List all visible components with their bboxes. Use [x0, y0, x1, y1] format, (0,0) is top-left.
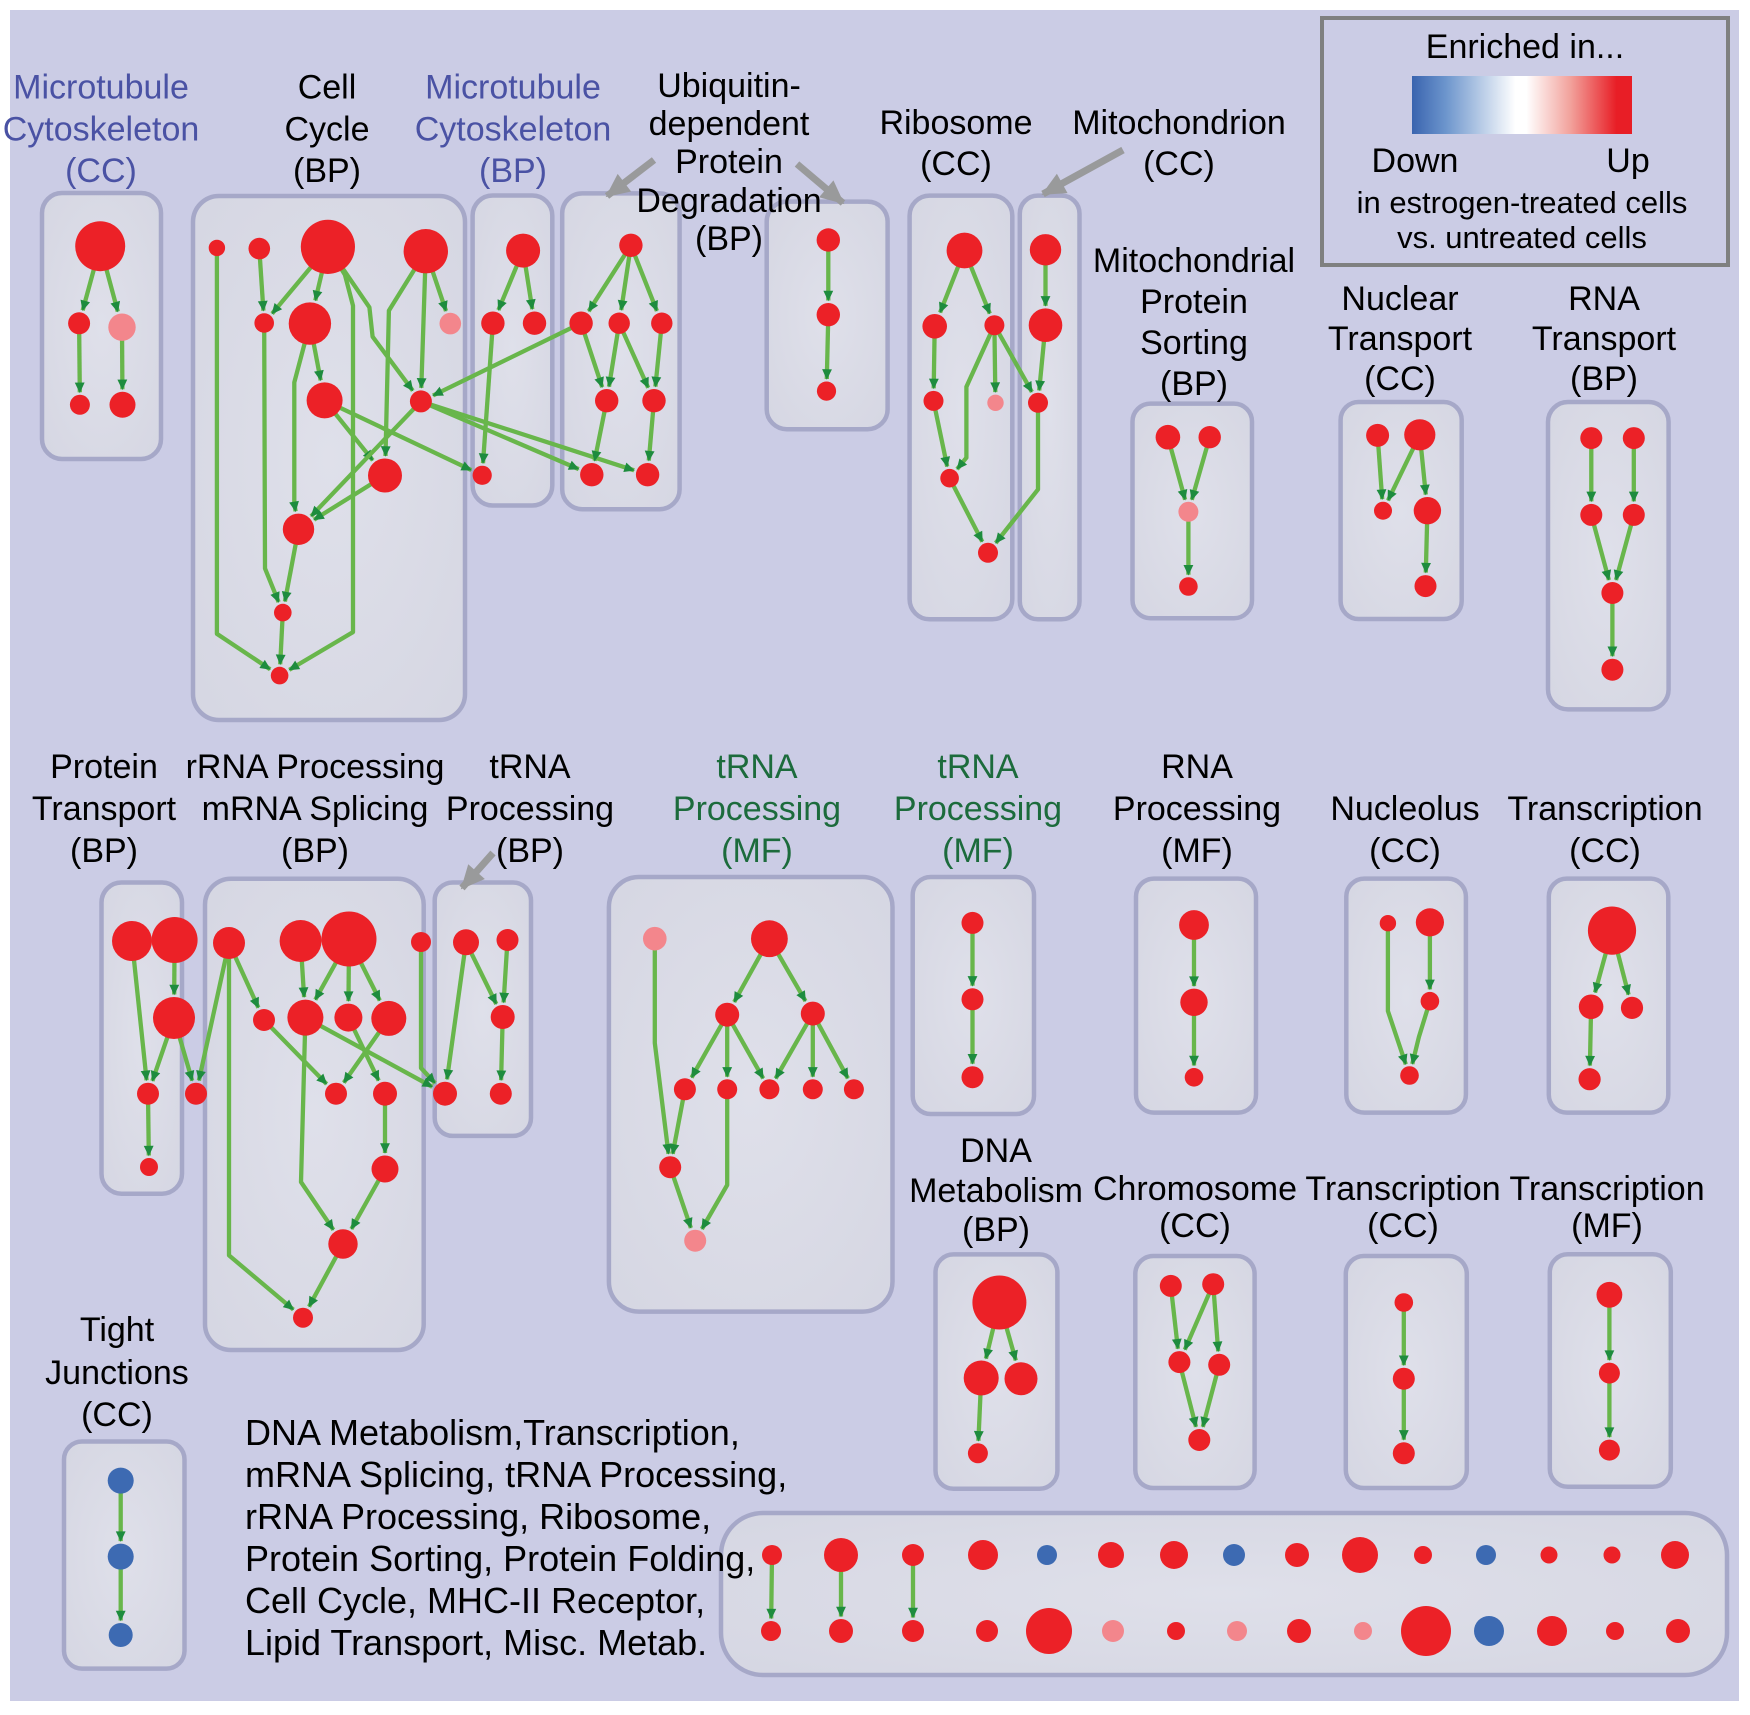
svg-text:Ubiquitin-: Ubiquitin-	[657, 67, 801, 105]
svg-text:Transcription: Transcription	[1507, 790, 1702, 828]
svg-text:(CC): (CC)	[1159, 1207, 1231, 1245]
svg-text:(CC): (CC)	[1369, 832, 1441, 870]
svg-text:(BP): (BP)	[293, 152, 361, 190]
svg-text:RNA: RNA	[1161, 748, 1233, 786]
svg-text:(CC): (CC)	[1367, 1207, 1439, 1245]
svg-text:(BP): (BP)	[1160, 365, 1228, 403]
svg-text:in estrogen-treated cells: in estrogen-treated cells	[1357, 185, 1688, 220]
svg-text:Tight: Tight	[80, 1311, 155, 1349]
svg-text:Enriched in...: Enriched in...	[1426, 28, 1624, 66]
svg-text:Chromosome: Chromosome	[1093, 1170, 1297, 1208]
svg-text:RNA: RNA	[1568, 280, 1640, 318]
svg-text:(BP): (BP)	[281, 832, 349, 870]
svg-text:Cycle: Cycle	[284, 111, 369, 149]
svg-text:Nuclear: Nuclear	[1341, 280, 1458, 318]
svg-text:tRNA: tRNA	[716, 748, 798, 786]
svg-text:Lipid Transport, Misc. Metab.: Lipid Transport, Misc. Metab.	[245, 1622, 707, 1663]
svg-text:(CC): (CC)	[81, 1396, 153, 1434]
svg-text:(CC): (CC)	[1569, 832, 1641, 870]
svg-text:Transport: Transport	[1532, 320, 1677, 358]
svg-text:rRNA Processing: rRNA Processing	[186, 748, 445, 786]
svg-text:DNA Metabolism,Transcription,: DNA Metabolism,Transcription,	[245, 1412, 740, 1453]
svg-text:Protein: Protein	[675, 143, 783, 181]
svg-text:Mitochondrion: Mitochondrion	[1072, 104, 1286, 142]
svg-text:(CC): (CC)	[1364, 360, 1436, 398]
svg-text:(MF): (MF)	[721, 832, 793, 870]
svg-text:(MF): (MF)	[1161, 832, 1233, 870]
svg-text:Cytoskeleton: Cytoskeleton	[415, 111, 612, 149]
svg-text:Protein: Protein	[50, 748, 158, 786]
svg-text:Ribosome: Ribosome	[879, 104, 1032, 142]
svg-text:Mitochondrial: Mitochondrial	[1093, 242, 1295, 280]
svg-text:Transport: Transport	[1328, 320, 1473, 358]
svg-text:Nucleolus: Nucleolus	[1330, 790, 1479, 828]
svg-text:mRNA Splicing, tRNA Processing: mRNA Splicing, tRNA Processing,	[245, 1454, 787, 1495]
svg-text:Sorting: Sorting	[1140, 324, 1248, 362]
svg-text:(CC): (CC)	[65, 152, 137, 190]
svg-text:Cytoskeleton: Cytoskeleton	[3, 111, 200, 149]
svg-text:Protein: Protein	[1140, 283, 1248, 321]
svg-text:Processing: Processing	[673, 790, 841, 828]
svg-text:Transport: Transport	[32, 790, 177, 828]
svg-text:Down: Down	[1372, 142, 1459, 180]
svg-text:(MF): (MF)	[1571, 1207, 1643, 1245]
svg-text:Cell Cycle, MHC-II Receptor,: Cell Cycle, MHC-II Receptor,	[245, 1580, 705, 1621]
svg-text:tRNA: tRNA	[937, 748, 1019, 786]
svg-text:Transcription: Transcription	[1305, 1170, 1500, 1208]
svg-text:(MF): (MF)	[942, 832, 1014, 870]
svg-text:Junctions: Junctions	[45, 1354, 189, 1392]
svg-text:Transcription: Transcription	[1509, 1170, 1704, 1208]
svg-text:dependent: dependent	[649, 105, 810, 143]
svg-text:(BP): (BP)	[496, 832, 564, 870]
svg-text:Degradation: Degradation	[636, 182, 821, 220]
svg-text:(BP): (BP)	[962, 1211, 1030, 1249]
svg-text:tRNA: tRNA	[489, 748, 571, 786]
svg-text:DNA: DNA	[960, 1132, 1032, 1170]
svg-text:Protein Sorting, Protein Foldi: Protein Sorting, Protein Folding,	[245, 1538, 755, 1579]
svg-text:Processing: Processing	[1113, 790, 1281, 828]
svg-text:Processing: Processing	[446, 790, 614, 828]
svg-text:vs. untreated cells: vs. untreated cells	[1397, 220, 1647, 255]
svg-text:Cell: Cell	[298, 69, 357, 107]
svg-text:Metabolism: Metabolism	[909, 1172, 1083, 1210]
svg-text:Microtubule: Microtubule	[425, 69, 601, 107]
svg-text:(BP): (BP)	[695, 220, 763, 258]
svg-text:(CC): (CC)	[920, 145, 992, 183]
svg-text:(CC): (CC)	[1143, 145, 1215, 183]
svg-text:rRNA Processing, Ribosome,: rRNA Processing, Ribosome,	[245, 1496, 711, 1537]
svg-text:mRNA Splicing: mRNA Splicing	[202, 790, 429, 828]
svg-text:Microtubule: Microtubule	[13, 69, 189, 107]
svg-text:(BP): (BP)	[479, 152, 547, 190]
svg-text:(BP): (BP)	[70, 832, 138, 870]
svg-text:(BP): (BP)	[1570, 360, 1638, 398]
svg-text:Processing: Processing	[894, 790, 1062, 828]
svg-text:Up: Up	[1606, 142, 1649, 180]
